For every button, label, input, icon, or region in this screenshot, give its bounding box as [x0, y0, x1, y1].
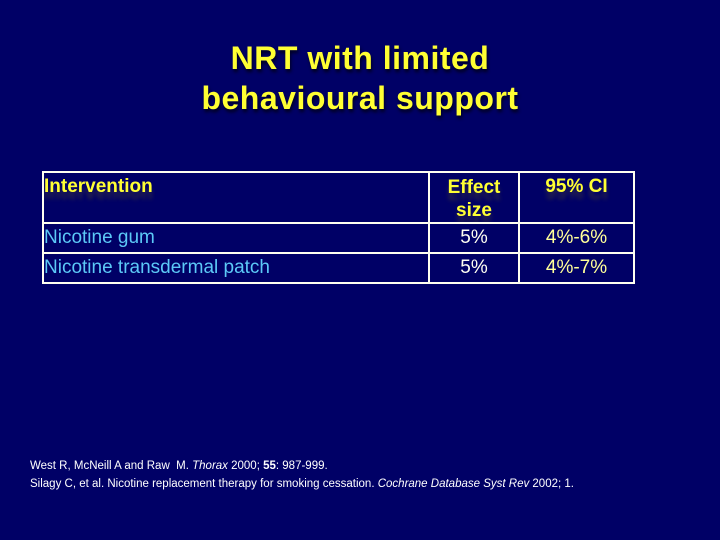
column-header-intervention: Intervention — [42, 171, 430, 224]
references-block: West R, McNeill A and Raw M. Thorax 2000… — [30, 458, 690, 493]
cell-ci: 4%-7% — [518, 252, 635, 284]
reference-1-volume: 55 — [263, 460, 276, 472]
results-table: Intervention Effect size 95% CI Nicotine… — [42, 171, 635, 284]
cell-intervention: Nicotine gum — [42, 222, 430, 254]
reference-1-journal: Thorax — [192, 460, 228, 472]
reference-1-year: 2000; — [227, 460, 264, 472]
reference-1-text: West R, McNeill A and Raw M. — [30, 460, 193, 472]
table-row-nicotine-gum: Nicotine gum 5% 4%-6% — [42, 222, 635, 254]
results-table-header: Intervention Effect size 95% CI — [42, 171, 635, 224]
cell-ci: 4%-6% — [518, 222, 635, 254]
slide-title-line-1: NRT with limited — [230, 40, 490, 76]
results-table-body: Nicotine gum 5% 4%-6% Nicotine transderm… — [42, 222, 635, 284]
cell-intervention: Nicotine transdermal patch — [42, 252, 430, 284]
reference-2-journal: Cochrane Database Syst Rev — [377, 477, 530, 490]
table-row-nicotine-patch: Nicotine transdermal patch 5% 4%-7% — [42, 252, 635, 284]
column-header-95ci: 95% CI — [518, 171, 635, 224]
column-header-effect-size: Effect size — [428, 171, 520, 224]
reference-1-pages: : 987-999. — [275, 460, 328, 472]
slide-title-line-2: behavioural support — [201, 80, 519, 116]
reference-2: Silagy C, et al. Nicotine replacement th… — [30, 476, 690, 494]
cell-effect-size: 5% — [428, 222, 520, 254]
reference-2-text: Silagy C, et al. Nicotine replacement th… — [30, 477, 378, 490]
header-row: Intervention Effect size 95% CI — [42, 171, 635, 224]
cell-effect-size: 5% — [428, 252, 520, 284]
reference-1: West R, McNeill A and Raw M. Thorax 2000… — [30, 458, 690, 476]
reference-2-year: 2002; 1. — [529, 477, 574, 490]
slide-title: NRT with limited behavioural support — [0, 38, 720, 118]
